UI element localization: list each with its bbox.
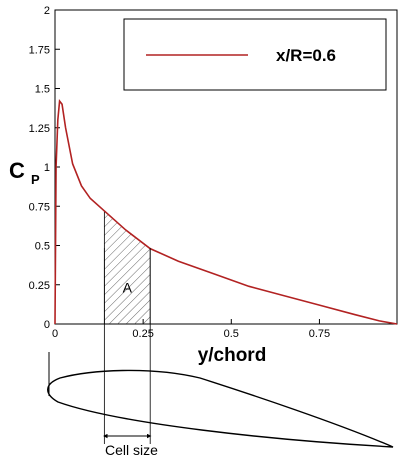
x-axis-ticks: 0 0.25 0.5 0.75 bbox=[52, 319, 330, 340]
y-tick-label: 1.5 bbox=[35, 84, 50, 96]
y-tick-label: 1.25 bbox=[29, 123, 50, 135]
y-tick-label: 0.5 bbox=[35, 241, 50, 253]
series-line-x-r-0-6 bbox=[54, 98, 398, 325]
legend-label: x/R=0.6 bbox=[276, 46, 336, 65]
cell-size-label: Cell size bbox=[105, 442, 158, 458]
y-tick-label: 0.25 bbox=[29, 280, 50, 292]
y-axis-title-sub: P bbox=[31, 172, 40, 187]
y-tick-label: 1.75 bbox=[29, 44, 50, 56]
x-tick-label: 0.75 bbox=[309, 328, 330, 340]
shaded-region-a: A bbox=[103, 210, 151, 325]
y-axis-title: C P bbox=[9, 158, 40, 187]
y-tick-label: 0.75 bbox=[29, 201, 50, 213]
legend: x/R=0.6 bbox=[123, 18, 387, 91]
x-axis-title: y/chord bbox=[198, 345, 267, 366]
x-tick-label: 0.5 bbox=[224, 328, 239, 340]
shaded-area bbox=[103, 210, 151, 325]
y-tick-label: 1 bbox=[44, 162, 50, 174]
x-tick-label: 0.25 bbox=[132, 328, 153, 340]
y-axis-title-main: C bbox=[9, 158, 25, 183]
x-tick-label: 0 bbox=[52, 328, 58, 340]
airfoil-outline bbox=[47, 369, 394, 448]
shaded-area-label: A bbox=[123, 280, 133, 296]
y-tick-label: 2 bbox=[44, 5, 50, 17]
y-tick-label: 0 bbox=[44, 319, 50, 331]
airfoil-diagram: Cell size bbox=[47, 248, 394, 458]
